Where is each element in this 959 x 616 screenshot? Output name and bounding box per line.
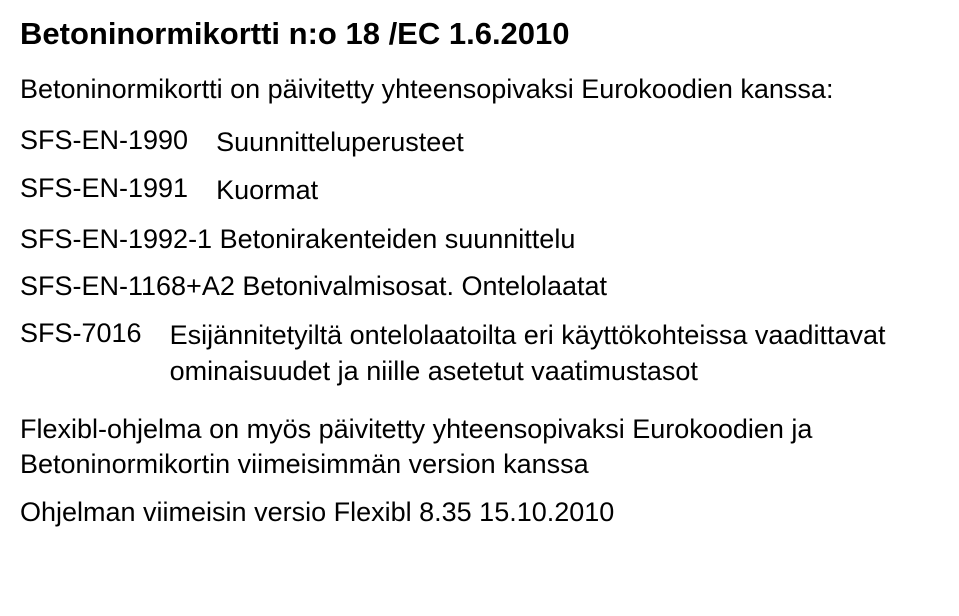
standard-desc: Suunnitteluperusteet (216, 125, 464, 173)
standards-table-1: SFS-EN-1990 Suunnitteluperusteet SFS-EN-… (20, 125, 464, 220)
standard-code: SFS-7016 (20, 318, 170, 401)
page-title: Betoninormikortti n:o 18 /EC 1.6.2010 (20, 16, 939, 52)
intro-line: Betoninormikortti on päivitetty yhteenso… (20, 74, 939, 105)
standard-code: SFS-EN-1990 (20, 125, 216, 173)
standard-line: SFS-EN-1168+A2 Betonivalmisosat. Ontelol… (20, 271, 939, 302)
standard-line: SFS-EN-1992-1 Betonirakenteiden suunnitt… (20, 224, 939, 255)
standards-table-2: SFS-7016 Esijännitetyiltä ontelolaatoilt… (20, 318, 939, 401)
version-line: Ohjelman viimeisin versio Flexibl 8.35 1… (20, 497, 939, 528)
standard-code: SFS-EN-1991 (20, 173, 216, 221)
update-paragraph: Flexibl-ohjelma on myös päivitetty yhtee… (20, 412, 939, 483)
standard-desc: Esijännitetyiltä ontelolaatoilta eri käy… (170, 318, 939, 401)
table-row: SFS-EN-1990 Suunnitteluperusteet (20, 125, 464, 173)
document-page: Betoninormikortti n:o 18 /EC 1.6.2010 Be… (0, 0, 959, 548)
standard-desc: Kuormat (216, 173, 464, 221)
table-row: SFS-7016 Esijännitetyiltä ontelolaatoilt… (20, 318, 939, 401)
table-row: SFS-EN-1991 Kuormat (20, 173, 464, 221)
